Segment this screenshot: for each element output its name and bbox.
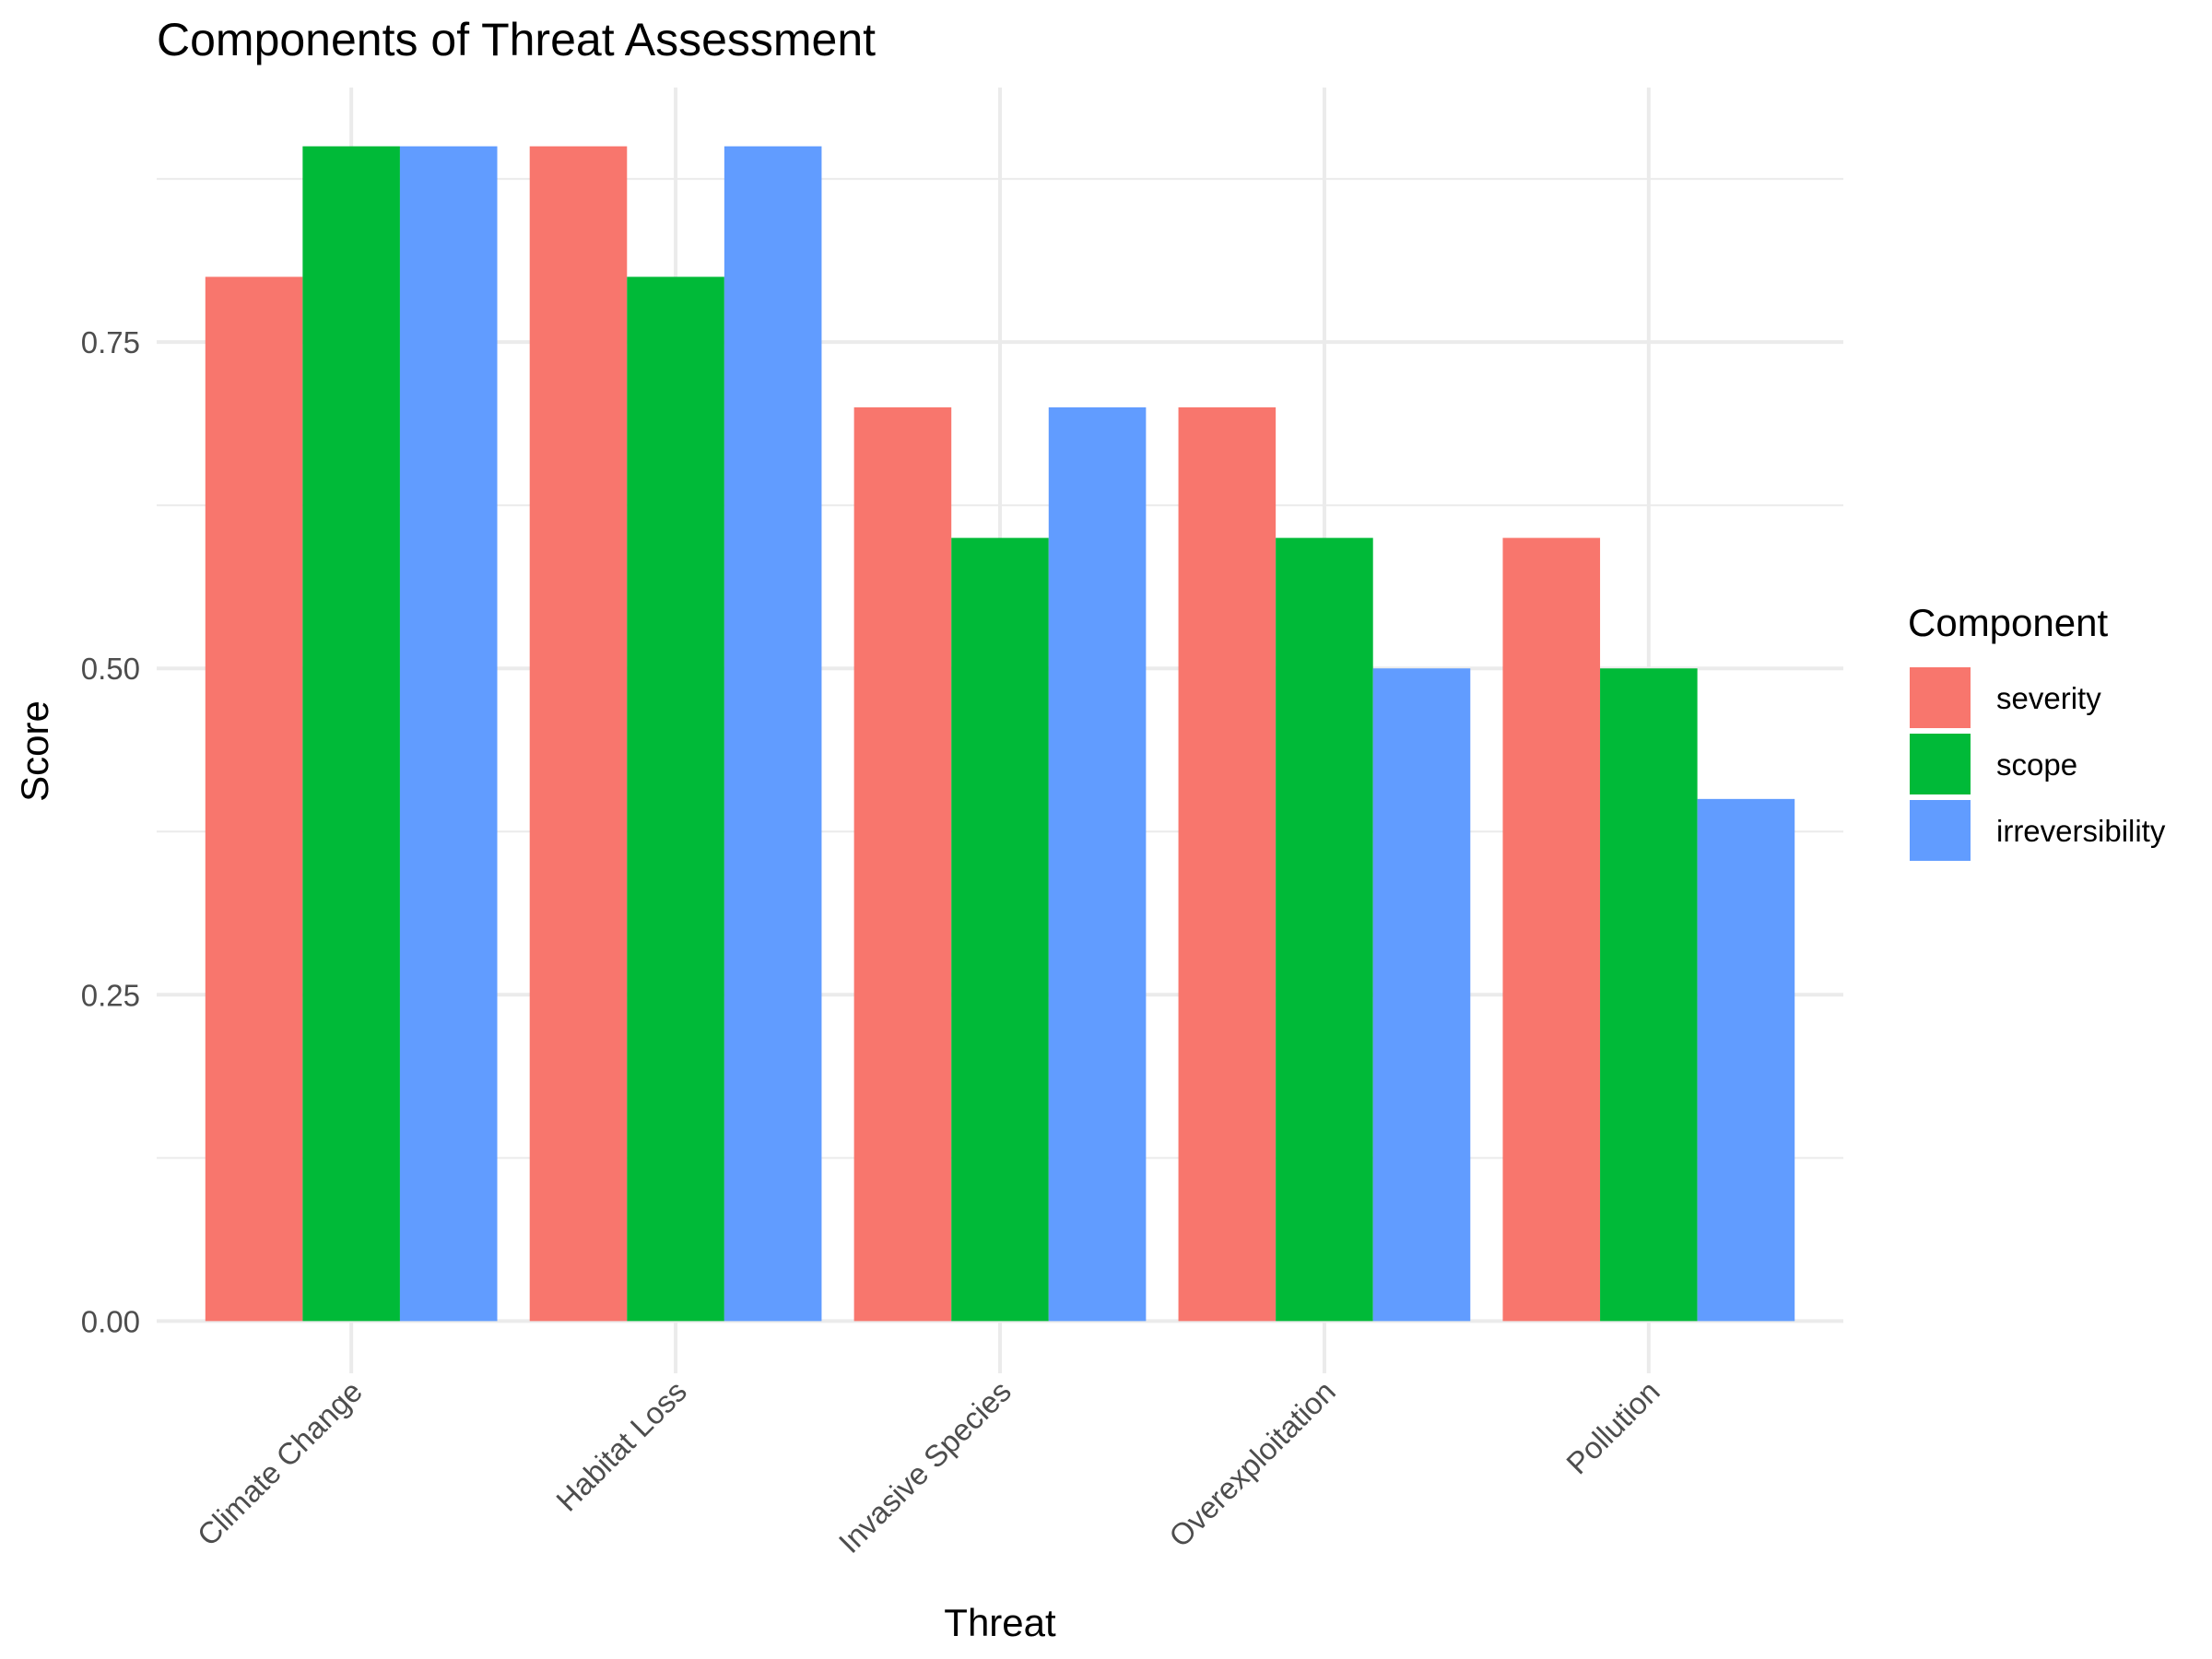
y-tick-label: 0.75 bbox=[81, 325, 140, 359]
bar-scope bbox=[1276, 537, 1373, 1322]
bar-scope bbox=[302, 146, 400, 1322]
bar-irreversibility bbox=[1697, 798, 1795, 1322]
y-tick-label: 0.50 bbox=[81, 652, 140, 686]
y-tick-label: 0.00 bbox=[81, 1304, 140, 1338]
x-axis-title: Threat bbox=[944, 1601, 1056, 1644]
y-axis-ticks: 0.00 0.25 0.50 0.75 bbox=[81, 325, 140, 1338]
x-tick-label: Pollution bbox=[1559, 1374, 1666, 1481]
bar-severity bbox=[1178, 406, 1277, 1322]
x-axis-ticks: Climate Change Habitat Loss Invasive Speci… bbox=[191, 1374, 1666, 1559]
bar-scope bbox=[627, 276, 724, 1322]
x-tick-label: Habitat Loss bbox=[549, 1374, 693, 1518]
bar-severity bbox=[205, 276, 303, 1322]
legend-title: Component bbox=[1908, 601, 2108, 644]
x-tick-label: Invasive Species bbox=[832, 1374, 1018, 1559]
bar-severity bbox=[853, 406, 952, 1322]
legend-label: irreversibility bbox=[1996, 814, 2166, 848]
legend-label: severity bbox=[1996, 681, 2101, 715]
legend-key-severity bbox=[1910, 667, 1971, 728]
bar-severity bbox=[1502, 537, 1601, 1322]
bars bbox=[205, 146, 1795, 1322]
bar-irreversibility bbox=[724, 146, 822, 1322]
legend-key-scope bbox=[1910, 734, 1971, 794]
bar-scope bbox=[1600, 668, 1698, 1322]
x-tick-label: Climate Change bbox=[191, 1374, 369, 1552]
legend: Component severity scope irreversibility bbox=[1908, 601, 2166, 861]
bar-severity bbox=[529, 146, 628, 1322]
bar-scope bbox=[951, 537, 1049, 1322]
y-axis-title: Score bbox=[13, 700, 56, 802]
bar-irreversibility bbox=[1048, 406, 1147, 1322]
chart-title: Components of Threat Assessment bbox=[157, 14, 876, 65]
legend-label: scope bbox=[1996, 747, 2077, 782]
x-tick-label: Overexploitation bbox=[1162, 1374, 1342, 1554]
y-tick-label: 0.25 bbox=[81, 978, 140, 1012]
bar-irreversibility bbox=[1372, 668, 1471, 1322]
bar-irreversibility bbox=[399, 146, 498, 1322]
legend-key-irreversibility bbox=[1910, 800, 1971, 861]
